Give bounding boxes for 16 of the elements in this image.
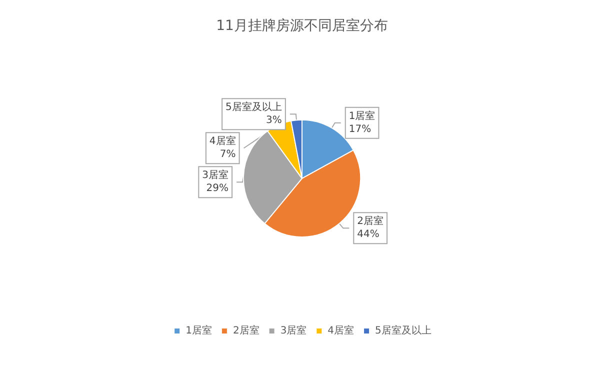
chart-title: 11月挂牌房源不同居室分布 <box>216 18 388 34</box>
data-label: 17% <box>348 124 372 135</box>
slice-label: 2居室 <box>357 215 384 228</box>
data-label: 44% <box>357 229 380 240</box>
slice-label: 5居室及以上 <box>226 101 282 114</box>
legend-label: 1居室 <box>186 324 212 336</box>
legend-label: 5居室及以上 <box>375 324 432 336</box>
data-label: 7% <box>220 149 236 160</box>
slice-label: 1居室 <box>348 110 376 122</box>
legend-label: 3居室 <box>280 324 307 336</box>
legend-label: 2居室 <box>232 324 260 336</box>
slice-label: 3居室 <box>202 169 229 182</box>
data-label: 3% <box>266 115 282 126</box>
slice-label: 4居室 <box>209 135 236 148</box>
legend-label: 4居室 <box>328 324 354 336</box>
data-label: 29% <box>206 183 229 194</box>
